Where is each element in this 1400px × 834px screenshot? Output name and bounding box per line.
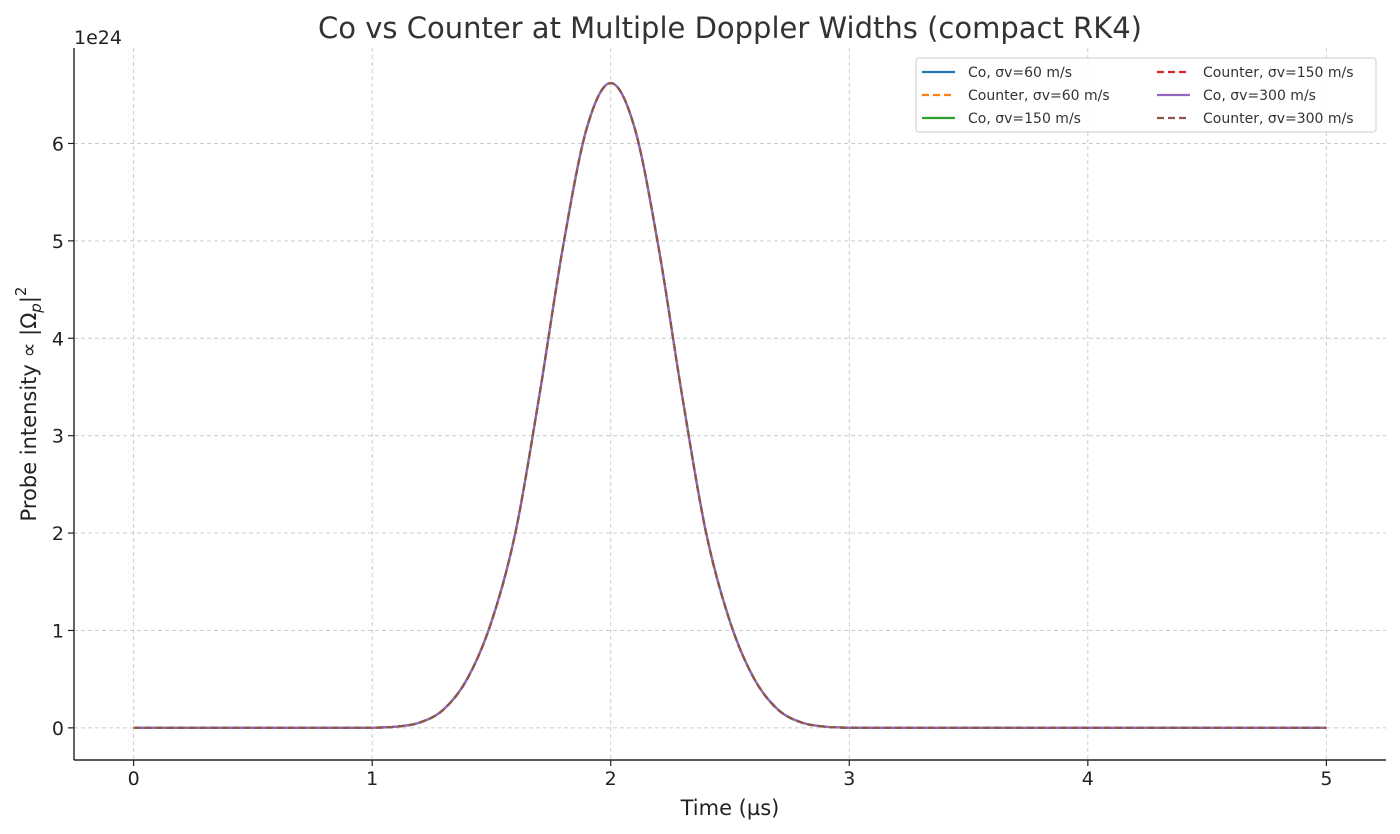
series-line-3 (133, 81, 1327, 729)
x-axis-label: Time (µs) (680, 796, 780, 820)
x-tick-label: 4 (1082, 768, 1094, 790)
series-line-5 (133, 81, 1327, 729)
series-line-6 (133, 81, 1327, 729)
y-tick-label: 5 (52, 231, 64, 253)
x-tick-label: 1 (366, 768, 378, 790)
legend-entry-label: Co, σv=60 m/s (968, 65, 1072, 81)
legend-entry-label: Co, σv=300 m/s (1203, 88, 1316, 104)
legend-entry-label: Co, σv=150 m/s (968, 111, 1081, 127)
legend-entry-label: Counter, σv=60 m/s (968, 88, 1110, 104)
y-axis-ticks: 0 1 2 3 4 5 6 (52, 133, 74, 740)
x-tick-label: 5 (1320, 768, 1332, 790)
y-axis-label-main: Probe intensity ∝ |Ω (17, 313, 42, 522)
y-tick-label: 0 (52, 718, 64, 740)
y-tick-label: 6 (52, 133, 64, 155)
x-tick-label: 2 (605, 768, 617, 790)
y-tick-label: 1 (52, 620, 64, 642)
x-tick-label: 0 (128, 768, 140, 790)
series-line-1 (133, 81, 1327, 729)
y-tick-label: 3 (52, 426, 64, 448)
series-line-2 (133, 81, 1327, 729)
plot-area (133, 81, 1327, 729)
grid (74, 48, 1386, 760)
y-axis-label-bar: | (17, 296, 42, 303)
y-axis-label-superscript: 2 (12, 287, 30, 297)
legend: Co, σv=60 m/s Counter, σv=60 m/s Co, σv=15… (915, 57, 1377, 133)
y-tick-label: 2 (52, 523, 64, 545)
legend-entry-label: Counter, σv=300 m/s (1203, 111, 1354, 127)
legend-frame (915, 57, 1377, 133)
chart-title: Co vs Counter at Multiple Doppler Widths… (318, 11, 1142, 45)
legend-entry-label: Counter, σv=150 m/s (1203, 65, 1354, 81)
y-tick-label: 4 (52, 328, 64, 350)
y-axis-label-subscript: p (27, 303, 45, 314)
x-axis-ticks: 0 1 2 3 4 5 (128, 760, 1332, 790)
y-axis-label: Probe intensity ∝ |Ωp|2 (12, 287, 45, 522)
series-line-4 (133, 81, 1327, 729)
x-tick-label: 3 (843, 768, 855, 790)
y-offset-text: 1e24 (74, 27, 122, 49)
